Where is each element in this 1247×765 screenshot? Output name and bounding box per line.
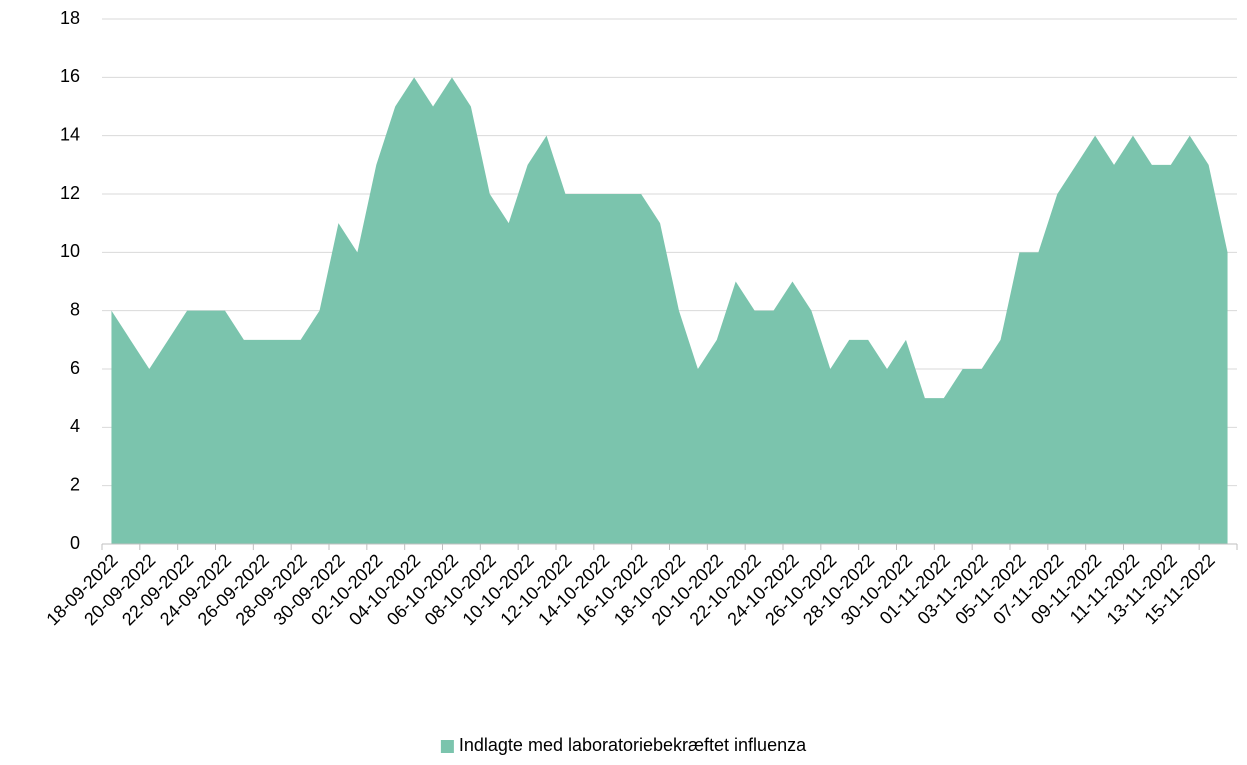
- area: [111, 77, 1228, 544]
- legend-swatch: [440, 740, 454, 753]
- y-tick-label: 10: [60, 241, 80, 261]
- y-tick-label: 12: [60, 183, 80, 203]
- y-tick-label: 14: [60, 124, 80, 144]
- legend: Indlagte med laboratoriebekræftet influe…: [440, 735, 807, 755]
- y-tick-label: 8: [70, 299, 80, 319]
- y-tick-label: 6: [70, 358, 80, 378]
- y-tick-label: 2: [70, 474, 80, 494]
- y-tick-label: 18: [60, 8, 80, 28]
- y-tick-label: 16: [60, 66, 80, 86]
- legend-label: Indlagte med laboratoriebekræftet influe…: [459, 735, 807, 755]
- y-tick-label: 4: [70, 416, 80, 436]
- y-tick-label: 0: [70, 533, 80, 553]
